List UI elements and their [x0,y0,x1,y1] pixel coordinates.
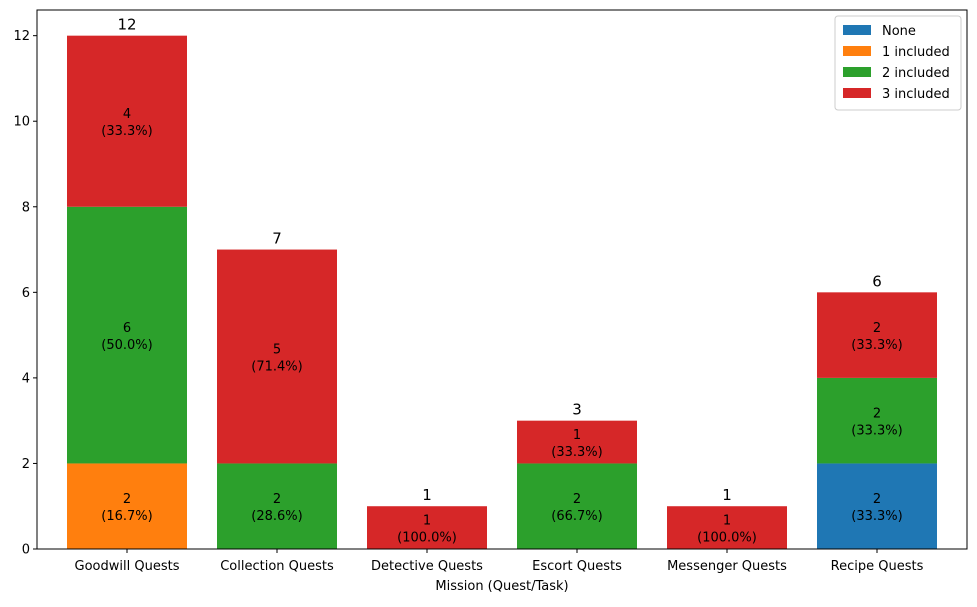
y-tick-label: 4 [22,371,30,386]
bar-segment [217,249,337,464]
segment-percent-label: (33.3%) [101,124,152,139]
segment-label: 2 [873,492,881,507]
bar-segment [67,35,187,207]
y-tick-label: 2 [22,457,30,472]
bar-segment [67,463,187,549]
bar-segment [67,206,187,464]
y-axis: 0 2 4 6 8 10 12 [13,29,37,558]
legend-swatch [843,67,871,77]
segment-percent-label: (66.7%) [551,509,602,524]
bar-segment [217,463,337,549]
legend: None 1 included 2 included 3 included [834,15,962,111]
bar-segment [517,463,637,549]
bars-layer [67,35,937,549]
y-tick-label: 0 [22,543,30,558]
segment-percent-label: (71.4%) [251,360,302,375]
segment-label: 6 [123,321,131,336]
segment-label: 1 [423,514,431,529]
segment-label: 4 [123,107,131,122]
x-tick-label: Collection Quests [220,559,334,574]
y-tick-label: 8 [22,200,30,215]
segment-percent-label: (28.6%) [251,509,302,524]
bar-total-label: 7 [272,230,282,248]
bar-segment [517,420,637,464]
segment-percent-label: (100.0%) [397,531,457,546]
bar-total-label: 1 [422,486,432,504]
x-tick-label: Escort Quests [532,559,622,574]
plot-frame [36,9,968,550]
legend-label: 3 included [882,87,950,102]
segment-label: 2 [273,492,281,507]
x-tick-label: Messenger Quests [667,559,787,574]
segment-label: 5 [273,343,281,358]
bar-segment [817,377,937,464]
segment-label: 1 [723,514,731,529]
bar-total-label: 1 [722,486,732,504]
legend-box [834,15,962,111]
bar-segment [367,506,487,549]
legend-label: 2 included [882,66,950,81]
segment-percent-label: (33.3%) [851,509,902,524]
segment-percent-label: (100.0%) [697,531,757,546]
bar-total-label: 12 [117,16,136,34]
segment-percent-label: (50.0%) [101,338,152,353]
y-tick-label: 12 [13,29,30,44]
y-tick-label: 6 [22,286,30,301]
bar-segment [817,463,937,549]
segment-percent-label: (33.3%) [851,424,902,439]
y-tick-label: 10 [13,115,30,130]
segment-label: 2 [873,321,881,336]
x-tick-label: Recipe Quests [831,559,924,574]
bar-total-label: 6 [872,272,882,290]
segment-label: 2 [573,492,581,507]
x-axis-label: Mission (Quest/Task) [435,579,568,594]
x-axis: Goodwill Quests Collection Quests Detectiv… [75,549,924,574]
segment-label: 2 [123,492,131,507]
bar-segment [667,506,787,549]
legend-swatch [843,46,871,56]
segment-percent-label: (33.3%) [851,338,902,353]
segment-percent-label: (33.3%) [551,445,602,460]
bar-total-label: 3 [572,401,582,419]
segment-label: 1 [573,428,581,443]
bar-segment [817,292,937,378]
legend-label: 1 included [882,45,950,60]
segment-labels-layer: 2 (16.7%) 6 (50.0%) 4 (33.3%) 2 (28.6%) 5 (71.4%)… [101,107,902,545]
x-tick-label: Detective Quests [371,559,483,574]
x-tick-label: Goodwill Quests [75,559,180,574]
segment-label: 2 [873,407,881,422]
legend-label: None [882,24,916,39]
legend-swatch [843,25,871,35]
legend-swatch [843,88,871,98]
segment-percent-label: (16.7%) [101,509,152,524]
